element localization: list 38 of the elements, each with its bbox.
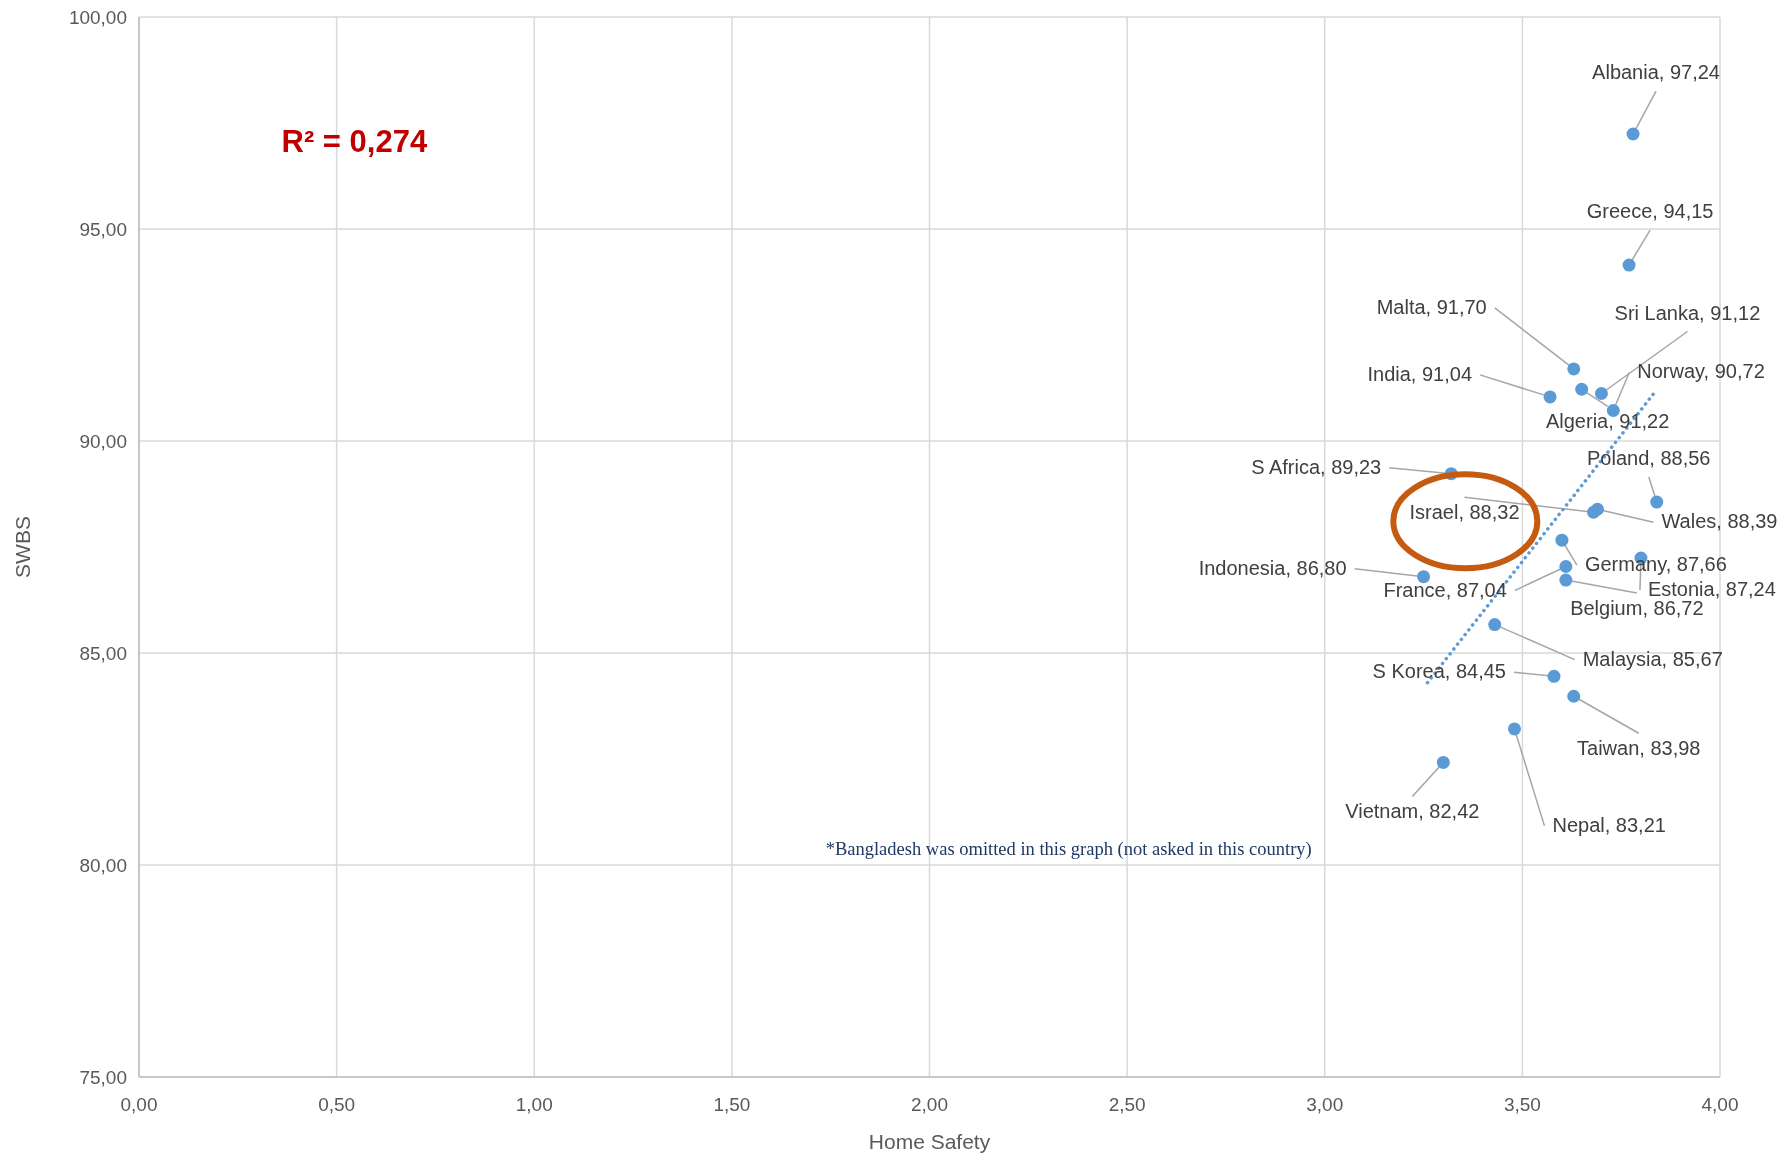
x-tick-label: 2,50 (1108, 1094, 1146, 1115)
x-tick-label: 0,00 (120, 1094, 158, 1115)
data-label: Norway, 90,72 (1637, 360, 1765, 383)
data-label: Israel, 88,32 (1409, 501, 1520, 524)
data-label: S Korea, 84,45 (1372, 660, 1506, 683)
y-tick-label: 100,00 (68, 7, 127, 28)
x-tick-label: 0,50 (318, 1094, 356, 1115)
data-label: Indonesia, 86,80 (1198, 556, 1347, 579)
data-label: Algeria, 91,22 (1545, 410, 1670, 433)
data-label: Albania, 97,24 (1592, 61, 1720, 84)
data-label: France, 87,04 (1383, 578, 1507, 601)
x-tick-label: 3,50 (1503, 1094, 1541, 1115)
data-label: Poland, 88,56 (1587, 447, 1711, 470)
data-label: S Africa, 89,23 (1251, 455, 1382, 478)
data-label: Sri Lanka, 91,12 (1614, 301, 1761, 324)
y-axis-title: SWBS (11, 516, 34, 578)
data-label: India, 91,04 (1367, 362, 1473, 385)
x-tick-label: 3,00 (1306, 1094, 1344, 1115)
x-tick-label: 4,00 (1701, 1094, 1739, 1115)
data-label: Greece, 94,15 (1586, 200, 1714, 223)
data-label: Taiwan, 83,98 (1577, 737, 1701, 760)
data-label: Germany, 87,66 (1584, 553, 1727, 576)
x-tick-label: 1,00 (515, 1094, 553, 1115)
data-label: Wales, 88,39 (1661, 510, 1778, 533)
x-axis-title: Home Safety (868, 1130, 991, 1153)
y-tick-label: 75,00 (79, 1067, 127, 1088)
data-label: Malaysia, 85,67 (1582, 647, 1723, 670)
data-label: Vietnam, 82,42 (1345, 800, 1480, 823)
x-tick-label: 1,50 (713, 1094, 751, 1115)
data-label: Malta, 91,70 (1376, 295, 1487, 318)
x-tick-label: 2,00 (911, 1094, 948, 1115)
y-tick-label: 95,00 (79, 219, 127, 240)
y-tick-label: 90,00 (79, 431, 127, 452)
data-label: Nepal, 83,21 (1552, 813, 1666, 836)
annotation: *Bangladesh was omitted in this graph (not asked in this country) (825, 838, 1312, 860)
y-tick-label: 80,00 (79, 855, 127, 876)
annotation: R² = 0,274 (281, 124, 428, 160)
y-tick-label: 85,00 (79, 643, 127, 664)
